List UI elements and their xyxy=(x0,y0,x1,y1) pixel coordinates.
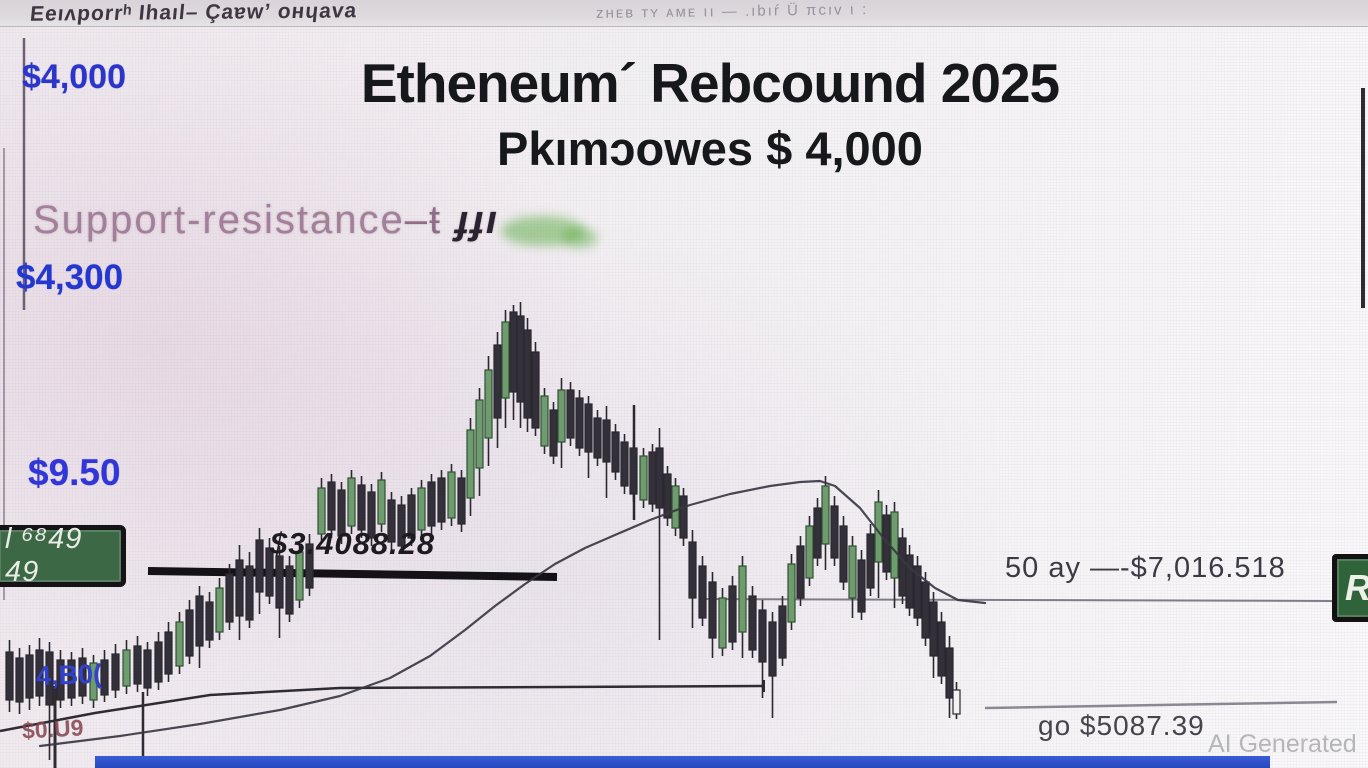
support-level-label: $3.4088.28 xyxy=(270,526,436,561)
moving-average-line xyxy=(38,479,987,748)
y-axis-label-4000: $4,000 xyxy=(22,58,126,96)
topbar-garbled-text-right: zʜᴇʙ ᴛʏ ᴀᴍᴇ ıı — .ıbıŕ Ü πᴄıv ı : xyxy=(595,1,869,22)
candlesticks xyxy=(5,302,961,760)
chart-title: Etheneum´ Rebcoɯnd 2025 Pkımɔowes $ 4,00… xyxy=(280,52,1140,176)
support-resistance-label: Support-resistance–ŧ ɟɟı xyxy=(33,198,499,243)
y-axis-label-4300: $4,300 xyxy=(16,258,124,297)
chart-lines xyxy=(0,38,1365,768)
price-badge-right: R xyxy=(1332,554,1368,622)
price-badge-right-glyph: R xyxy=(1345,567,1368,609)
title-line-2: Pkımɔowes $ 4,000 xyxy=(497,122,923,176)
ma-level-label: 50 ay —-$7,016.518 xyxy=(1005,552,1286,584)
title-line-1: Etheneum´ Rebcoɯnd 2025 xyxy=(360,52,1060,114)
bottom-left-small-price: $0.U9 xyxy=(21,714,84,744)
y-axis-label-bottom: 4,B0( xyxy=(35,658,103,692)
y-axis-label-950: $9.50 xyxy=(28,452,121,493)
bottom-blue-bar xyxy=(95,756,1270,768)
lower-level-label: go $5087.39 xyxy=(1038,710,1205,741)
price-badge-left: l ⁶⁸49 49 xyxy=(0,523,126,588)
support-resistance-glyphs: ɟɟı xyxy=(442,198,499,242)
top-bar: Eeıʌporrʰ Ihaıl– Çaɐwʼ oʜɥava zʜᴇʙ ᴛʏ ᴀᴍ… xyxy=(0,0,1368,27)
topbar-garbled-text-left: Eeıʌporrʰ Ihaıl– Çaɐwʼ oʜɥava xyxy=(28,0,359,26)
ai-generated-watermark: AI Generated xyxy=(1208,730,1357,758)
price-badge-left-text: l ⁶⁸49 49 xyxy=(5,523,83,588)
support-resistance-text: Support-resistance xyxy=(33,198,405,242)
support-resistance-suffix: –ŧ xyxy=(404,198,443,242)
